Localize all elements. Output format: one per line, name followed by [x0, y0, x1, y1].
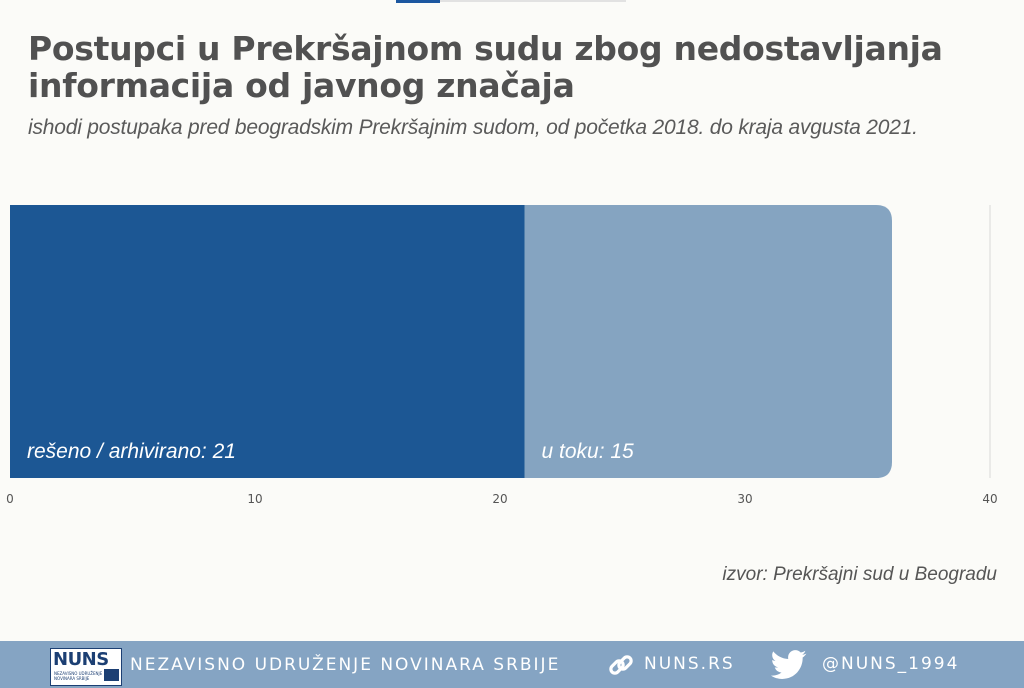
x-tick-label: 30 — [737, 492, 752, 506]
top-tab-strip — [440, 0, 626, 2]
website-link[interactable]: NUNS.RS — [644, 654, 735, 674]
bar-label-1: rešeno / arhivirano: 21 — [27, 440, 236, 463]
source-note: izvor: Prekršajni sud u Beogradu — [722, 564, 997, 585]
logo-text: NUNS — [53, 649, 109, 670]
x-tick-label: 40 — [982, 492, 997, 506]
top-tab-active[interactable] — [396, 0, 440, 3]
x-tick-label: 0 — [6, 492, 14, 506]
stacked-bar-chart: rešeno / arhivirano: 21 u toku: 15 0 10 20 3… — [6, 205, 998, 506]
logo-subtext: NEZAVISNO UDRUŽENJE NOVINARA SRBIJE — [54, 671, 103, 681]
chart-title: Postupci u Prekršajnom sudu zbog nedosta… — [28, 29, 943, 105]
link-icon[interactable] — [606, 650, 636, 680]
twitter-bird-icon[interactable] — [770, 650, 808, 680]
chart-subtitle: ishodi postupaka pred beogradskim Prekrš… — [28, 116, 918, 139]
x-tick-label: 10 — [247, 492, 262, 506]
twitter-handle[interactable]: @NUNS_1994 — [822, 654, 960, 674]
footer-bar: NUNS NEZAVISNO UDRUŽENJE NOVINARA SRBIJE… — [0, 641, 1024, 688]
bar-label-2: u toku: 15 — [542, 440, 635, 463]
bar-segment-1 — [10, 205, 525, 478]
logo-badge — [104, 669, 119, 681]
organization-name: NEZAVISNO UDRUŽENJE NOVINARA SRBIJE — [130, 655, 561, 675]
x-tick-label: 20 — [492, 492, 507, 506]
nuns-logo[interactable]: NUNS NEZAVISNO UDRUŽENJE NOVINARA SRBIJE — [50, 648, 122, 686]
bar-segment-2 — [524, 205, 892, 478]
